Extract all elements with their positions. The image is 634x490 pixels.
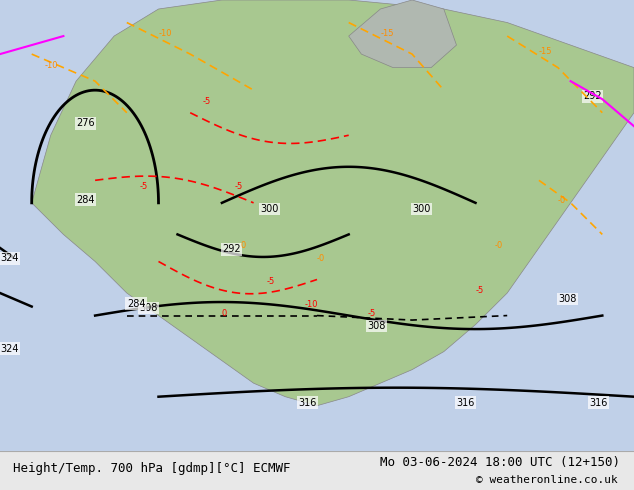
Polygon shape [349, 0, 456, 68]
Text: 308: 308 [139, 303, 158, 313]
Text: 0: 0 [241, 241, 246, 250]
Text: -5: -5 [476, 286, 484, 295]
Text: -10: -10 [304, 299, 318, 309]
Text: -5: -5 [368, 309, 376, 318]
Text: 284: 284 [127, 298, 145, 309]
Text: -5: -5 [139, 182, 148, 191]
Text: -0: -0 [495, 241, 503, 250]
Text: 324: 324 [0, 253, 18, 264]
Text: -10: -10 [158, 29, 172, 38]
Text: 0: 0 [222, 309, 227, 318]
Text: 316: 316 [298, 398, 316, 408]
Text: 276: 276 [76, 118, 94, 128]
Text: © weatheronline.co.uk: © weatheronline.co.uk [476, 475, 618, 485]
Text: 300: 300 [412, 204, 430, 214]
Text: 308: 308 [558, 294, 576, 304]
Text: Mo 03-06-2024 18:00 UTC (12+150): Mo 03-06-2024 18:00 UTC (12+150) [380, 456, 621, 469]
Text: -0: -0 [317, 254, 325, 264]
Text: -15: -15 [539, 47, 552, 56]
Text: 308: 308 [368, 321, 386, 331]
Text: -5: -5 [235, 182, 243, 191]
Text: -5: -5 [266, 277, 275, 286]
Text: 300: 300 [260, 204, 278, 214]
Text: 292: 292 [222, 245, 240, 254]
Polygon shape [32, 0, 634, 406]
Text: 292: 292 [583, 91, 602, 101]
Text: 284: 284 [76, 195, 94, 205]
Text: 316: 316 [456, 398, 475, 408]
Text: -5: -5 [203, 97, 211, 106]
Text: -10: -10 [44, 61, 58, 70]
Text: -15: -15 [380, 29, 394, 38]
Text: 324: 324 [0, 343, 18, 354]
Text: -0: -0 [558, 196, 566, 205]
Text: Height/Temp. 700 hPa [gdmp][°C] ECMWF: Height/Temp. 700 hPa [gdmp][°C] ECMWF [13, 462, 290, 475]
Text: 316: 316 [590, 398, 608, 408]
